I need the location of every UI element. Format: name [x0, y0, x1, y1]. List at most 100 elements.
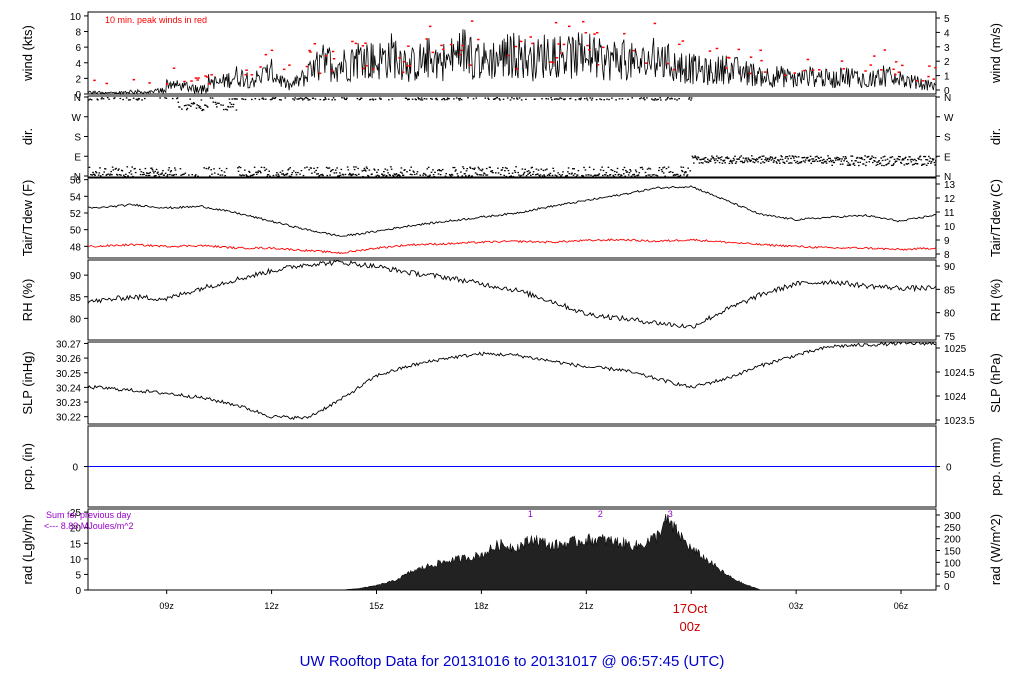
direction-point [176, 97, 179, 99]
direction-point [872, 161, 874, 164]
radiation-hour-mark: 2 [598, 509, 603, 519]
direction-point [748, 159, 751, 161]
direction-point [432, 174, 435, 176]
direction-point [287, 169, 289, 171]
direction-point [548, 173, 550, 175]
direction-point [293, 99, 296, 101]
temperature-ylabel-right: Tair/Tdew (C) [988, 179, 1003, 257]
direction-point [304, 167, 306, 169]
direction-point [628, 172, 631, 174]
direction-point [575, 176, 578, 178]
direction-point [139, 168, 141, 171]
direction-point [658, 167, 661, 169]
direction-point [878, 160, 880, 162]
direction-point [913, 163, 915, 165]
temperature-tick-label: 56 [70, 176, 82, 187]
direction-point [225, 108, 227, 110]
direction-point [806, 157, 808, 159]
direction-point [299, 173, 301, 175]
direction-point [759, 156, 761, 158]
direction-point [713, 158, 715, 160]
precip-tick-label: 0 [72, 463, 78, 474]
direction-point [212, 101, 215, 103]
direction-point [105, 174, 108, 176]
direction-point [395, 173, 398, 175]
direction-point [897, 158, 899, 160]
direction-point [588, 166, 591, 168]
direction-point [292, 170, 295, 172]
direction-point [343, 97, 345, 99]
wind-peak-mark [449, 43, 453, 46]
wind-line [87, 29, 937, 96]
direction-point [757, 161, 759, 163]
direction-point [551, 174, 554, 177]
direction-point [753, 161, 756, 164]
direction-point [537, 169, 540, 171]
direction-point [907, 159, 909, 161]
wind-tick-label: 4 [75, 59, 81, 70]
direction-point [819, 159, 822, 162]
direction-point [498, 98, 501, 100]
direction-point [506, 167, 508, 170]
temperature-frame [87, 177, 937, 259]
wind-peak-mark [897, 71, 901, 73]
wind-peak-mark [602, 46, 605, 49]
direction-point [723, 160, 725, 162]
direction-point [215, 103, 217, 105]
direction-point [437, 173, 440, 175]
direction-point [473, 168, 475, 170]
direction-point [865, 161, 868, 163]
direction-point [603, 99, 605, 101]
wind-peak-mark [313, 43, 317, 45]
direction-point [89, 98, 91, 100]
pressure-tick-label: 30.22 [56, 413, 81, 424]
direction-point [401, 172, 403, 174]
direction-point [95, 171, 97, 173]
wind-peak-mark [402, 61, 406, 63]
direction-point [599, 98, 601, 100]
direction-point [793, 159, 796, 162]
direction-point [97, 99, 99, 101]
direction-point [808, 160, 810, 162]
direction-point [830, 161, 833, 163]
direction-point [368, 169, 371, 171]
wind-peak-mark [927, 75, 930, 78]
direction-point [660, 169, 663, 171]
radiation-annotation-2: <--- 8.83 MJoules/m^2 [44, 521, 134, 531]
wind-peak-mark [557, 43, 560, 45]
direction-point [514, 171, 517, 173]
wind-peak-mark [354, 42, 358, 45]
direction-point [610, 169, 612, 171]
direction-point [776, 162, 778, 164]
direction-point [267, 174, 270, 176]
direction-point [434, 171, 436, 173]
direction-point [458, 99, 461, 101]
direction-point [188, 174, 190, 176]
direction-point [644, 99, 646, 101]
direction-point [504, 170, 506, 172]
direction-point [532, 171, 535, 173]
temperature-tick-label-right: 8 [944, 250, 950, 261]
direction-point [881, 159, 884, 162]
wind-peak-mark [880, 69, 883, 71]
direction-point [329, 174, 331, 176]
direction-point [710, 158, 712, 160]
direction-point [803, 156, 806, 159]
direction-point [836, 156, 838, 158]
direction-point [358, 173, 360, 175]
direction-point [534, 174, 537, 176]
wind-peak-mark [288, 64, 291, 66]
direction-point [313, 167, 315, 169]
direction-point [755, 160, 757, 162]
direction-point [702, 162, 704, 164]
direction-point [746, 161, 749, 163]
direction-point [608, 98, 610, 101]
direction-point [561, 174, 564, 176]
wind-peak-mark [708, 50, 712, 52]
direction-point [745, 157, 747, 159]
direction-point [231, 98, 233, 100]
direction-point [532, 173, 534, 175]
direction-point [729, 160, 731, 162]
direction-point [472, 98, 475, 100]
wind-peak-mark [372, 68, 375, 71]
